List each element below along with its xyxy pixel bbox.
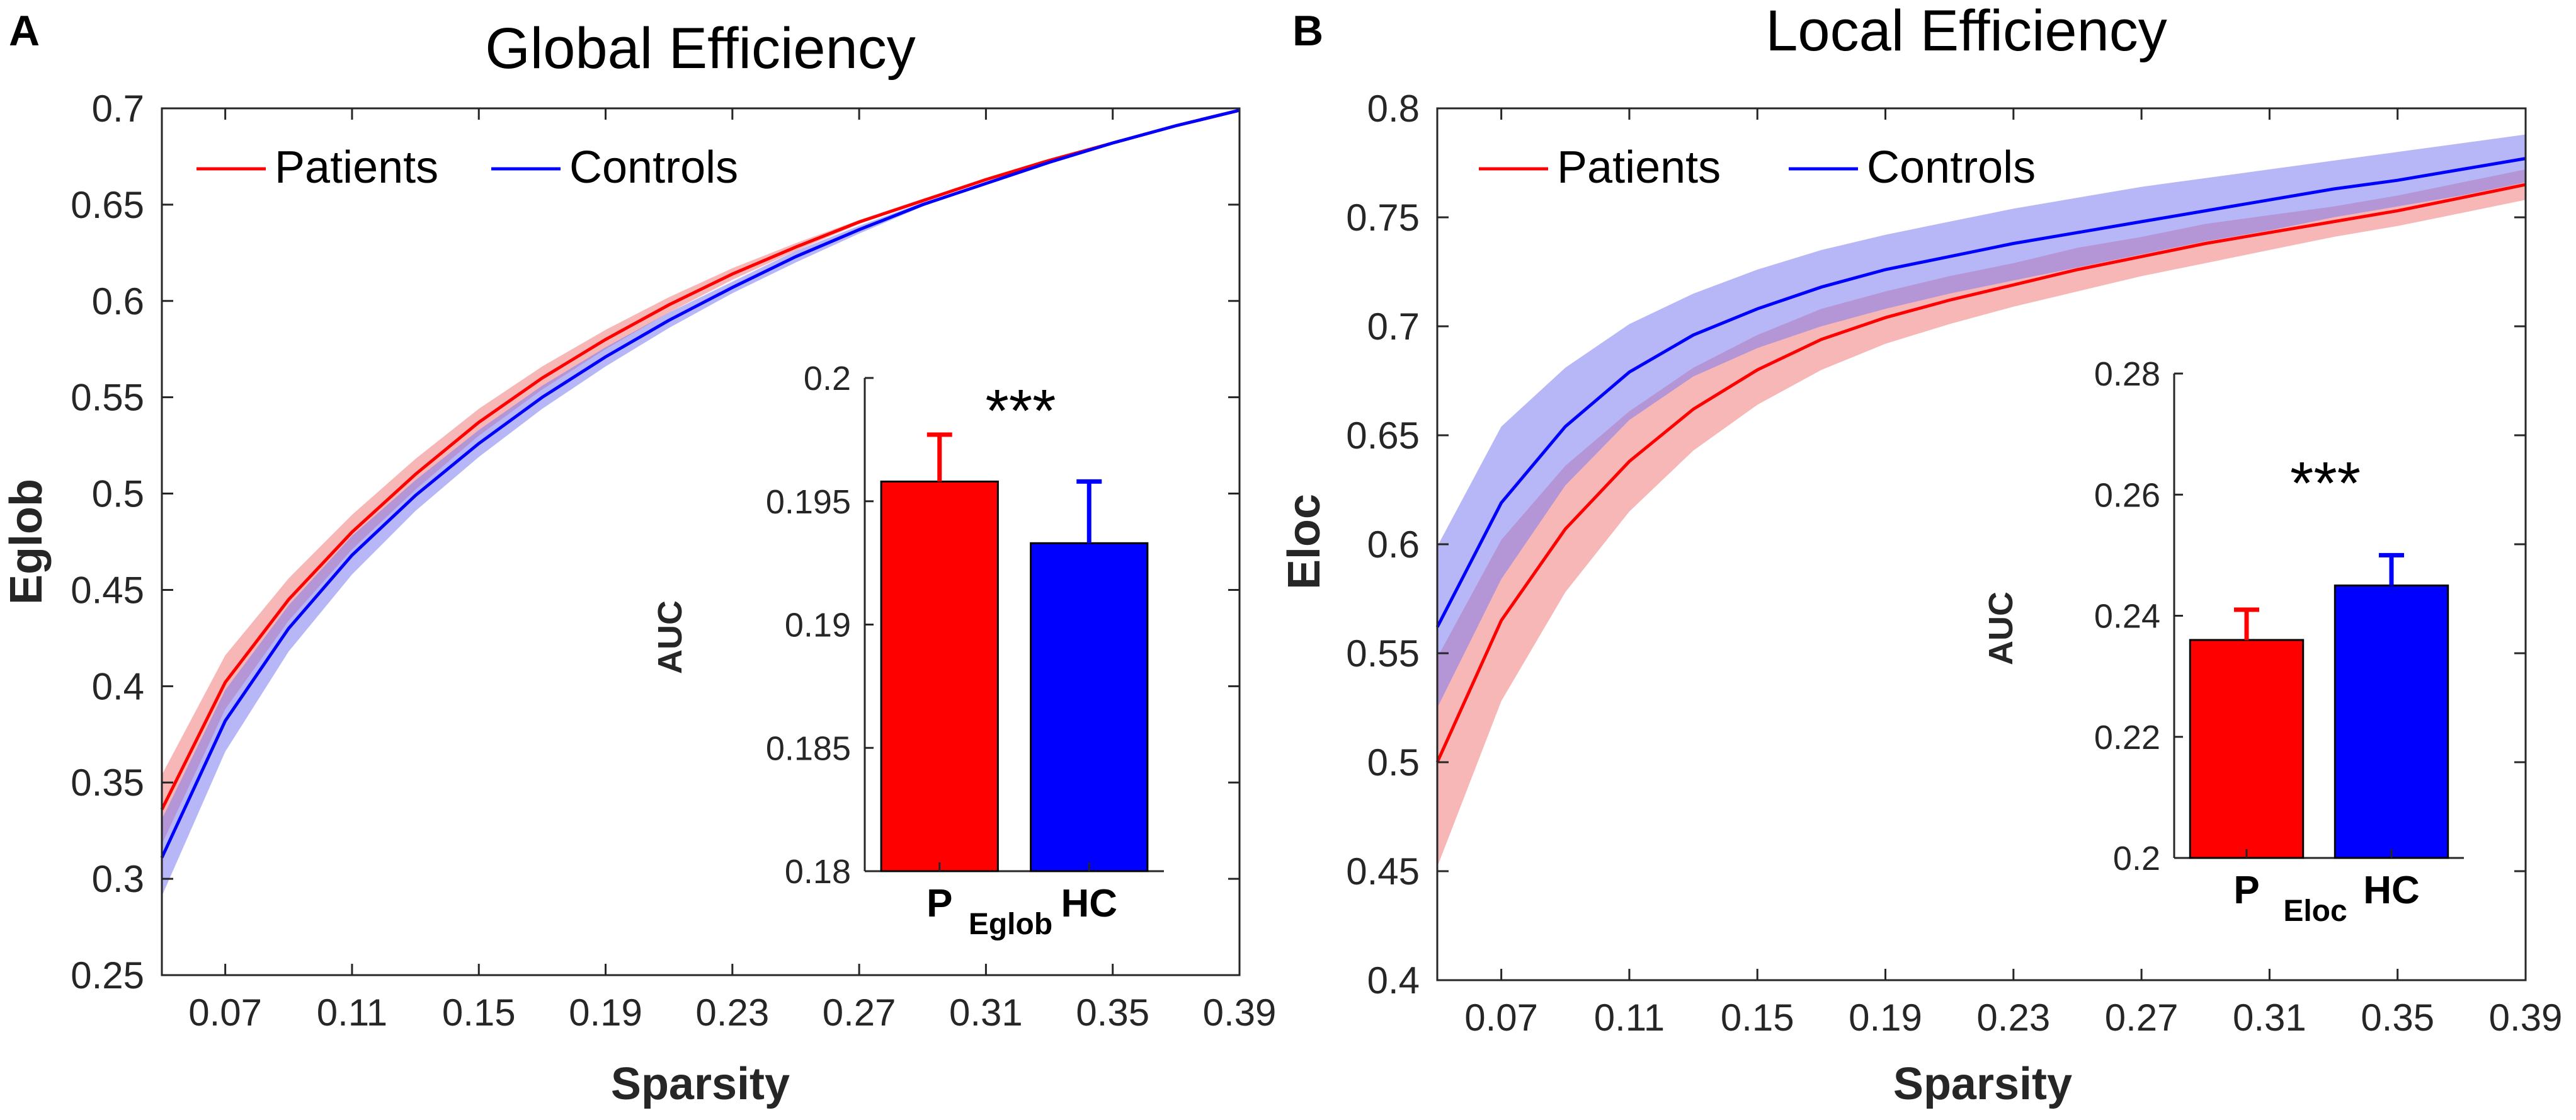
inset-y-tick-label: 0.2: [2113, 840, 2160, 877]
significance-marker: ***: [985, 377, 1056, 445]
chart-title: Local Efficiency: [1765, 0, 2167, 63]
inset-y-axis-label: AUC: [651, 600, 689, 674]
inset-y-tick-label: 0.26: [2094, 476, 2160, 514]
y-tick-label: 0.3: [92, 858, 144, 900]
y-tick-label: 0.5: [92, 473, 144, 515]
inset-y-tick-label: 0.19: [785, 607, 851, 644]
x-tick-label: 0.19: [1849, 997, 1922, 1039]
x-tick-label: 0.07: [1464, 997, 1538, 1039]
x-tick-label: 0.27: [823, 991, 896, 1034]
inset-bar-hc: [1030, 542, 1149, 872]
y-tick-label: 0.8: [1367, 88, 1420, 130]
plot-frame: [161, 107, 1241, 976]
y-tick-label: 0.45: [1346, 850, 1420, 893]
legend-label: Patients: [1557, 142, 1721, 193]
y-tick-label: 0.55: [1346, 632, 1420, 675]
x-tick-label: 0.23: [1976, 997, 2050, 1039]
y-tick-label: 0.4: [1367, 959, 1420, 1002]
panel-letter: A: [9, 7, 40, 55]
y-tick-label: 0.5: [1367, 741, 1420, 784]
x-tick-label: 0.15: [442, 991, 516, 1034]
y-tick-label: 0.65: [71, 184, 144, 226]
inset-bar-hc: [2334, 584, 2449, 859]
inset-bar-chart: 0.2 0.22 0.24 0.26 0.28 AUC P HC Eloc ***: [1982, 355, 2466, 928]
y-axis-label: Eglob: [1, 479, 52, 605]
x-tick-label: 0.23: [695, 991, 769, 1034]
y-tick-label: 0.75: [1346, 197, 1420, 239]
inset-category-label: HC: [1061, 882, 1117, 925]
x-tick-label: 0.07: [188, 991, 262, 1034]
y-tick-label: 0.45: [71, 569, 144, 611]
x-tick-label: 0.11: [1594, 997, 1665, 1039]
x-tick-label: 0.19: [569, 991, 642, 1034]
chart-title: Global Efficiency: [485, 16, 916, 81]
y-tick-label: 0.4: [92, 665, 144, 707]
significance-marker: ***: [2290, 450, 2361, 517]
x-tick-label: 0.31: [2233, 997, 2306, 1039]
x-tick-label: 0.35: [2361, 997, 2434, 1039]
x-tick-label: 0.31: [949, 991, 1023, 1034]
x-tick-label: 0.15: [1721, 997, 1794, 1039]
inset-y-tick-label: 0.195: [766, 483, 851, 521]
x-axis-label: Sparsity: [611, 1059, 790, 1109]
inset-bar-p: [880, 480, 999, 872]
legend-label: Patients: [275, 142, 438, 193]
y-tick-label: 0.7: [1367, 306, 1420, 348]
inset-y-tick-label: 0.18: [785, 853, 851, 891]
inset-y-tick-label: 0.24: [2094, 598, 2160, 636]
inset-y-tick-label: 0.22: [2094, 719, 2160, 757]
x-tick-label: 0.35: [1076, 991, 1149, 1034]
y-tick-label: 0.6: [1367, 523, 1420, 566]
x-tick-label: 0.39: [1203, 991, 1277, 1034]
panel-local-efficiency: B Local Efficiency 0.07 0.11 0.15 0.19 0.23 0.2…: [1279, 0, 2562, 1109]
error-band-patients: [1437, 169, 2526, 867]
series-line-patients: [1435, 183, 2526, 763]
series-line-controls: [1435, 157, 2526, 628]
y-axis-label: Eloc: [1279, 494, 1330, 590]
inset-bar-p: [2189, 639, 2305, 859]
y-tick-label: 0.7: [92, 88, 144, 130]
inset-x-axis-label: Eloc: [2283, 894, 2347, 928]
x-tick-label: 0.11: [317, 991, 387, 1034]
inset-y-axis-label: AUC: [1982, 591, 2020, 665]
panel-global-efficiency: A Global Efficiency 0.07 0.11 0.15 0.19 0.23 0.…: [1, 7, 1276, 1109]
series-line-controls: [160, 108, 1240, 859]
x-tick-label: 0.39: [2489, 997, 2563, 1039]
inset-y-tick-label: 0.185: [766, 729, 851, 767]
y-tick-label: 0.25: [71, 954, 144, 997]
x-axis-label: Sparsity: [1893, 1059, 2072, 1109]
inset-category-label: P: [2233, 869, 2259, 912]
y-tick-label: 0.65: [1346, 414, 1420, 457]
inset-category-label: P: [926, 882, 952, 925]
inset-x-axis-label: Eglob: [969, 908, 1052, 941]
inset-y-tick-label: 0.2: [804, 360, 851, 397]
legend-label: Controls: [1867, 142, 2036, 193]
y-tick-label: 0.35: [71, 762, 144, 804]
inset-category-label: HC: [2363, 869, 2420, 912]
inset-y-tick-label: 0.28: [2094, 355, 2160, 393]
legend-label: Controls: [569, 142, 738, 193]
y-tick-label: 0.55: [71, 377, 144, 419]
x-tick-label: 0.27: [2105, 997, 2179, 1039]
y-tick-label: 0.6: [92, 280, 144, 323]
panel-letter: B: [1292, 7, 1323, 55]
inset-bar-chart: 0.18 0.185 0.19 0.195 0.2 AUC P HC Eglob ***: [651, 360, 1166, 941]
